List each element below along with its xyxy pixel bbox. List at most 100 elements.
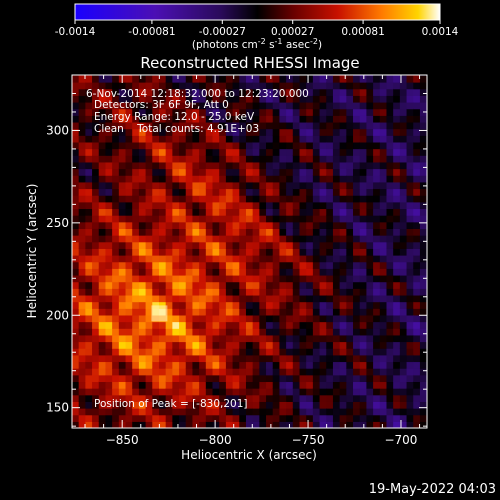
heatmap-cell	[359, 334, 368, 343]
heatmap-cell	[266, 261, 274, 269]
heatmap-cell	[172, 195, 180, 203]
heatmap-cell	[125, 308, 133, 316]
heatmap-cell	[199, 235, 207, 243]
heatmap-cell	[205, 381, 214, 389]
heatmap-cell	[199, 334, 207, 343]
heatmap-cell	[98, 148, 107, 156]
heatmap-cell	[192, 215, 200, 223]
heatmap-cell	[72, 82, 80, 90]
heatmap-cell	[386, 175, 394, 183]
heatmap-cell	[85, 195, 93, 203]
heatmap-cell	[158, 201, 167, 210]
heatmap-cell	[399, 175, 408, 183]
heatmap-cell	[98, 361, 107, 369]
heatmap-cell	[185, 201, 194, 210]
heatmap-cell	[379, 388, 388, 396]
heatmap-cell	[419, 248, 427, 256]
heatmap-cell	[239, 101, 247, 110]
heatmap-cell	[212, 148, 220, 156]
heatmap-cell	[319, 175, 327, 183]
heatmap-cell	[292, 161, 301, 170]
heatmap-cell	[353, 294, 361, 303]
heatmap-cell	[145, 195, 153, 203]
heatmap-cell	[339, 188, 347, 196]
heatmap-cell	[359, 328, 368, 336]
heatmap-cell	[319, 121, 327, 130]
heatmap-cell	[72, 101, 80, 110]
heatmap-cell	[219, 121, 227, 130]
heatmap-cell	[292, 268, 301, 276]
heatmap-cell	[165, 188, 173, 196]
heatmap-cell	[413, 241, 421, 249]
heatmap-cell	[259, 88, 267, 96]
heatmap-cell	[165, 215, 173, 223]
heatmap-cell	[192, 334, 200, 343]
heatmap-cell	[373, 215, 381, 223]
heatmap-cell	[306, 188, 314, 196]
heatmap-cell	[386, 221, 394, 229]
heatmap-cell	[386, 381, 394, 389]
heatmap-cell	[72, 221, 80, 229]
heatmap-cell	[212, 321, 220, 329]
heatmap-cell	[219, 294, 227, 303]
heatmap-cell	[346, 148, 354, 156]
heatmap-cell	[379, 381, 388, 389]
heatmap-cell	[339, 235, 347, 243]
heatmap-cell	[118, 348, 127, 356]
heatmap-cell	[232, 321, 240, 329]
heatmap-cell	[85, 368, 93, 376]
heatmap-cell	[138, 108, 147, 116]
heatmap-cell	[225, 394, 234, 402]
heatmap-cell	[279, 141, 287, 150]
heatmap-cell	[312, 381, 321, 389]
heatmap-cell	[373, 281, 381, 289]
heatmap-cell	[185, 394, 194, 402]
heatmap-cell	[426, 82, 427, 90]
heatmap-cell	[185, 334, 194, 343]
heatmap-cell	[292, 341, 301, 349]
heatmap-cell	[225, 381, 234, 389]
heatmap-cell	[373, 168, 381, 176]
heatmap-cell	[179, 181, 187, 190]
heatmap-cell	[92, 308, 100, 316]
heatmap-cell	[413, 155, 421, 163]
heatmap-cell	[326, 268, 334, 276]
heatmap-cell	[373, 374, 381, 383]
heatmap-cell	[266, 301, 274, 309]
heatmap-cell	[353, 354, 361, 363]
heatmap-cell	[179, 248, 187, 256]
heatmap-cell	[399, 155, 408, 163]
heatmap-cell	[379, 88, 388, 96]
heatmap-cell	[138, 261, 147, 269]
heatmap-cell	[172, 141, 180, 150]
heatmap-cell	[299, 181, 307, 190]
heatmap-cell	[259, 248, 267, 256]
heatmap-cell	[118, 308, 127, 316]
heatmap-cell	[339, 288, 347, 296]
heatmap-cell	[132, 255, 140, 263]
heatmap-cell	[426, 161, 427, 170]
heatmap-cell	[379, 334, 388, 343]
heatmap-cell	[379, 294, 388, 303]
heatmap-cell	[312, 421, 321, 428]
heatmap-cell	[286, 201, 294, 210]
heatmap-cell	[78, 308, 86, 316]
heatmap-cell	[225, 261, 234, 269]
heatmap-cell	[78, 388, 86, 396]
heatmap-cell	[225, 374, 234, 383]
heatmap-cell	[125, 208, 133, 216]
heatmap-cell	[306, 388, 314, 396]
heatmap-cell	[205, 281, 214, 289]
heatmap-cell	[292, 235, 301, 243]
heatmap-cell	[192, 341, 200, 349]
heatmap-cell	[426, 101, 427, 110]
heatmap-cell	[219, 115, 227, 123]
heatmap-cell	[413, 334, 421, 343]
heatmap-cell	[319, 381, 327, 389]
heatmap-cell	[172, 221, 180, 229]
heatmap-cell	[132, 161, 140, 170]
heatmap-cell	[92, 381, 100, 389]
heatmap-cell	[312, 368, 321, 376]
heatmap-cell	[192, 141, 200, 150]
heatmap-cell	[118, 141, 127, 150]
